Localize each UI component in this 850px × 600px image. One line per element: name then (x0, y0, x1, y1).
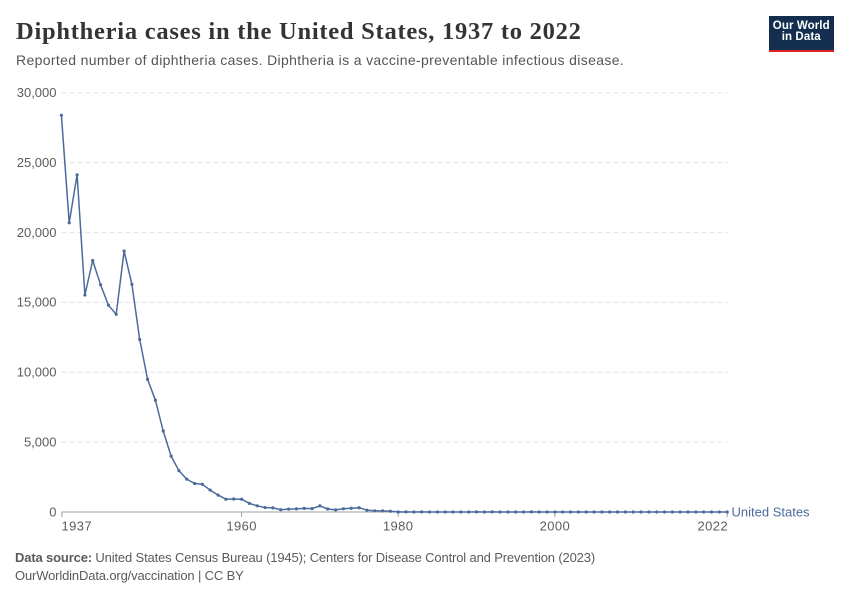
svg-text:2022: 2022 (697, 519, 728, 534)
svg-text:15,000: 15,000 (17, 295, 57, 310)
svg-text:1960: 1960 (226, 519, 257, 534)
svg-text:10,000: 10,000 (17, 365, 57, 380)
svg-text:2000: 2000 (540, 519, 571, 534)
svg-text:25,000: 25,000 (17, 155, 57, 170)
svg-text:30,000: 30,000 (17, 85, 57, 100)
svg-text:United States: United States (732, 505, 811, 520)
svg-text:20,000: 20,000 (17, 225, 57, 240)
svg-text:0: 0 (49, 504, 56, 519)
svg-text:5,000: 5,000 (24, 434, 57, 449)
svg-text:1980: 1980 (383, 519, 414, 534)
svg-text:1937: 1937 (62, 519, 93, 534)
